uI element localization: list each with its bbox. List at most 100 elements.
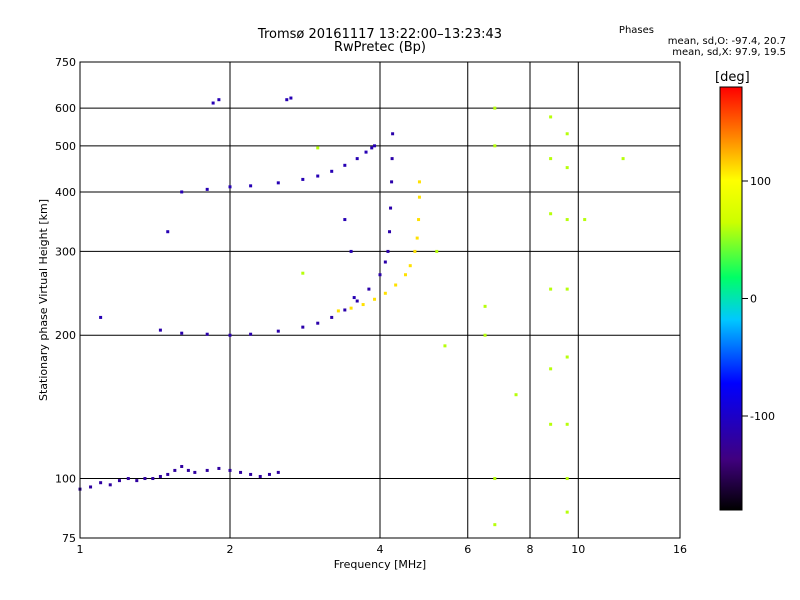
data-point [549, 212, 553, 216]
y-tick-label: 600 [55, 102, 76, 115]
data-point [151, 477, 155, 481]
data-point [417, 218, 421, 222]
data-point [349, 306, 353, 310]
data-point [285, 98, 289, 102]
y-tick-label: 200 [55, 329, 76, 342]
data-point [383, 291, 387, 295]
data-point [228, 468, 232, 472]
data-point [99, 315, 103, 319]
data-point [258, 474, 262, 478]
phase-line-o: mean, sd,O: -97.4, 20.7 [667, 36, 786, 47]
data-point [301, 325, 305, 329]
data-point [373, 144, 377, 148]
data-point [143, 477, 147, 481]
data-point [205, 187, 209, 191]
data-point [367, 287, 371, 291]
data-point [483, 304, 487, 308]
data-point [205, 468, 209, 472]
colorbar-ticks: 100 0 -100 [742, 175, 775, 423]
x-tick-label: 16 [673, 543, 687, 556]
data-point [316, 321, 320, 325]
data-point [549, 422, 553, 426]
data-point [267, 472, 271, 476]
data-point [493, 106, 497, 110]
x-tick-label: 10 [571, 543, 585, 556]
colorbar-unit-label: [deg] [715, 70, 750, 85]
data-points [78, 96, 625, 527]
data-point [135, 479, 139, 483]
data-point [276, 470, 280, 474]
data-point [390, 180, 394, 184]
x-tick-label: 6 [464, 543, 471, 556]
data-point [403, 273, 407, 277]
grid [80, 62, 680, 538]
data-point [301, 177, 305, 181]
x-axis-ticks: 1 2 4 6 8 10 16 [77, 543, 688, 556]
data-point [443, 344, 447, 348]
data-point [417, 195, 421, 199]
x-tick-label: 8 [527, 543, 534, 556]
data-point [549, 115, 553, 119]
data-point [99, 481, 103, 485]
data-point [249, 184, 253, 188]
data-point [370, 146, 374, 150]
data-point [228, 185, 232, 189]
data-point [583, 218, 587, 222]
data-point [180, 464, 184, 468]
data-point [228, 333, 232, 337]
data-point [289, 96, 293, 100]
data-point [415, 236, 419, 240]
data-point [514, 393, 518, 397]
data-point [565, 422, 569, 426]
data-point [166, 230, 170, 234]
data-point [343, 163, 347, 167]
x-axis-label: Frequency [MHz] [334, 558, 426, 571]
data-point [193, 470, 197, 474]
data-point [217, 98, 221, 102]
data-point [249, 472, 253, 476]
data-point [316, 174, 320, 178]
data-point [388, 230, 392, 234]
data-point [483, 333, 487, 337]
data-point [173, 468, 177, 472]
data-point [158, 328, 162, 332]
data-point [330, 315, 334, 319]
data-point [565, 132, 569, 136]
data-point [493, 523, 497, 527]
data-point [276, 329, 280, 333]
y-axis-ticks: 750 600 500 400 300 200 100 75 [55, 56, 76, 545]
data-point [565, 355, 569, 359]
data-point [413, 249, 417, 253]
data-point [565, 477, 569, 481]
data-point [355, 157, 359, 161]
data-point [211, 101, 215, 105]
data-point [343, 218, 347, 222]
colorbar-tick-label: -100 [750, 410, 775, 423]
data-point [276, 181, 280, 185]
x-tick-label: 4 [377, 543, 384, 556]
y-tick-label: 75 [62, 532, 76, 545]
data-point [386, 249, 390, 253]
x-tick-label: 1 [77, 543, 84, 556]
data-point [352, 296, 356, 300]
phase-heading: Phases [618, 25, 654, 36]
phase-line-x: mean, sd,X: 97.9, 19.5 [672, 47, 786, 58]
data-point [549, 287, 553, 291]
data-point [549, 157, 553, 161]
data-point [549, 367, 553, 371]
data-point [186, 468, 190, 472]
chart-title: Tromsø 20161117 13:22:00–13:23:43 [257, 27, 503, 42]
data-point [435, 249, 439, 253]
data-point [316, 146, 320, 150]
data-point [389, 206, 393, 210]
y-axis-label: Stationary phase Virtual Height [km] [37, 199, 50, 401]
y-tick-label: 500 [55, 140, 76, 153]
data-point [89, 485, 93, 489]
data-point [391, 132, 395, 136]
data-point [361, 303, 365, 307]
data-point [565, 218, 569, 222]
y-tick-label: 400 [55, 186, 76, 199]
data-point [355, 299, 359, 303]
colorbar-tick-label: 100 [750, 175, 771, 188]
